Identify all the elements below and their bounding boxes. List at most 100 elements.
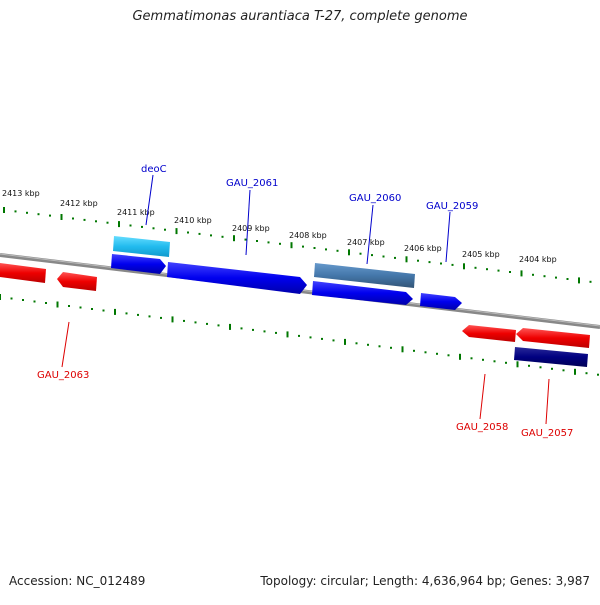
minor-tick <box>217 324 220 327</box>
gau2060-gene-arrow[interactable] <box>312 281 413 305</box>
forward-gene-arrow[interactable] <box>111 254 166 274</box>
lower-tick-row <box>0 294 599 376</box>
minor-tick <box>267 241 270 244</box>
minor-tick <box>79 306 82 309</box>
minor-tick <box>137 313 139 316</box>
gau2059-gene-arrow[interactable] <box>420 293 462 310</box>
minor-tick <box>447 354 450 357</box>
minor-tick <box>102 309 105 312</box>
major-tick <box>118 221 120 228</box>
major-tick <box>520 270 523 277</box>
gene-label-deoC[interactable]: deoC <box>141 164 167 175</box>
major-tick <box>344 338 346 345</box>
gene-label-gau2060[interactable]: GAU_2060 <box>349 193 401 204</box>
minor-tick <box>428 261 431 264</box>
major-tick <box>290 242 293 249</box>
minor-tick <box>206 322 208 325</box>
major-tick <box>516 361 519 368</box>
minor-tick <box>45 302 47 304</box>
minor-tick <box>359 252 362 255</box>
minor-tick <box>424 351 427 354</box>
minor-tick <box>321 337 323 340</box>
minor-tick <box>210 234 212 237</box>
minor-tick <box>95 220 97 223</box>
major-tick <box>348 249 350 256</box>
gene-label-gau2057[interactable]: GAU_2057 <box>521 428 573 439</box>
minor-tick <box>244 238 247 241</box>
minor-tick <box>493 360 496 363</box>
ruler-label: 2413 kbp <box>2 189 40 198</box>
major-tick <box>56 301 59 308</box>
minor-tick <box>336 249 339 252</box>
minor-tick <box>482 358 484 361</box>
minor-tick <box>164 228 166 231</box>
gene-label-gau2058[interactable]: GAU_2058 <box>456 422 508 433</box>
major-tick <box>171 316 174 323</box>
minor-tick <box>394 256 396 259</box>
minor-tick <box>22 299 24 301</box>
minor-tick <box>474 266 477 269</box>
minor-tick <box>187 231 189 234</box>
minor-tick <box>436 352 438 355</box>
minor-tick <box>551 367 553 370</box>
accession-text: Accession: NC_012489 <box>9 574 146 588</box>
upper-tick-row <box>3 207 592 284</box>
minor-tick <box>440 262 442 265</box>
minor-tick <box>505 361 507 364</box>
ruler-label: 2410 kbp <box>174 216 212 225</box>
minor-tick <box>279 242 281 245</box>
gene-label-gau2061[interactable]: GAU_2061 <box>226 178 278 189</box>
minor-tick <box>263 330 266 333</box>
gau2060-feature[interactable] <box>314 263 415 288</box>
minor-tick <box>309 336 312 339</box>
minor-tick <box>91 308 93 310</box>
minor-tick <box>313 247 316 249</box>
gau2063-gene-arrow[interactable] <box>57 272 97 291</box>
minor-tick <box>106 221 109 224</box>
gau2061-leader <box>245 189 251 256</box>
minor-tick <box>332 339 335 342</box>
minor-tick <box>37 213 40 216</box>
deoC-feature[interactable] <box>113 236 170 257</box>
gau2058-gene-arrow[interactable] <box>462 325 516 342</box>
ruler-label: 2408 kbp <box>289 231 327 240</box>
minor-tick <box>532 273 534 276</box>
minor-tick <box>528 364 530 367</box>
gau2057-feature[interactable] <box>514 347 588 367</box>
minor-tick <box>275 331 277 334</box>
minor-tick <box>125 312 128 315</box>
minor-tick <box>83 218 86 221</box>
major-tick <box>405 256 408 263</box>
minor-tick <box>417 259 419 262</box>
minor-tick <box>33 300 36 303</box>
reverse-gene-arrow[interactable] <box>516 328 590 348</box>
major-tick <box>286 331 289 338</box>
minor-tick <box>256 240 258 242</box>
minor-tick <box>325 248 327 251</box>
major-tick <box>401 346 404 353</box>
minor-tick <box>68 305 70 307</box>
minor-tick <box>539 366 542 369</box>
minor-tick <box>148 315 151 318</box>
reverse-gene-arrow[interactable] <box>0 263 46 283</box>
major-tick <box>175 228 178 235</box>
minor-tick <box>298 334 300 337</box>
minor-tick <box>152 227 155 230</box>
minor-tick <box>302 245 304 248</box>
major-tick <box>3 207 5 213</box>
minor-tick <box>14 210 17 213</box>
minor-tick <box>497 269 500 272</box>
gene-label-gau2059[interactable]: GAU_2059 <box>426 201 478 212</box>
minor-tick <box>129 224 132 227</box>
gene-label-gau2063[interactable]: GAU_2063 <box>37 370 89 381</box>
major-tick <box>574 368 576 375</box>
major-tick <box>233 235 235 242</box>
minor-tick <box>160 316 162 319</box>
gau2061-gene-arrow[interactable] <box>167 262 307 294</box>
minor-tick <box>585 372 588 375</box>
major-tick <box>459 353 461 360</box>
minor-tick <box>10 297 13 300</box>
ruler-label: 2407 kbp <box>347 238 385 247</box>
